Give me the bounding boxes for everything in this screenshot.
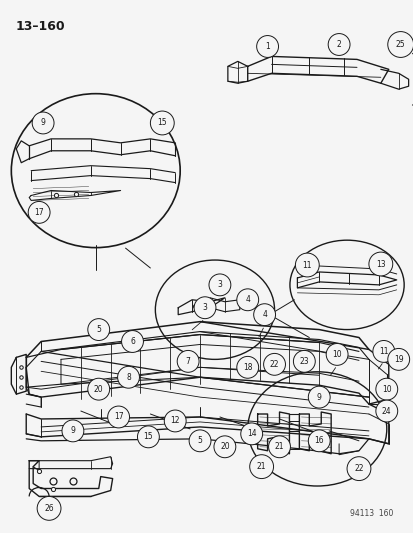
Circle shape [236,357,258,378]
Text: 13–160: 13–160 [15,20,65,33]
Text: 11: 11 [302,261,311,270]
Circle shape [121,330,143,352]
Circle shape [268,436,290,458]
Circle shape [107,406,129,428]
Circle shape [137,426,159,448]
Circle shape [177,350,199,372]
Text: 17: 17 [114,413,123,422]
Text: 21: 21 [274,442,284,451]
Circle shape [209,274,230,296]
Text: 6: 6 [130,337,135,346]
Circle shape [249,455,273,479]
Circle shape [346,457,370,481]
Circle shape [32,112,54,134]
Text: 15: 15 [143,432,153,441]
Text: 1: 1 [265,42,269,51]
Text: 13: 13 [375,260,385,269]
Text: 24: 24 [381,407,391,416]
Text: 26: 26 [44,504,54,513]
Circle shape [387,31,413,58]
Text: 22: 22 [354,464,363,473]
Text: 9: 9 [40,118,45,127]
Circle shape [253,304,275,326]
Circle shape [88,319,109,341]
Text: 14: 14 [246,430,256,438]
Circle shape [325,343,347,365]
Text: 5: 5 [197,437,202,446]
Text: 3: 3 [217,280,222,289]
Text: 16: 16 [313,437,323,446]
Text: 21: 21 [256,462,266,471]
Text: 23: 23 [299,357,309,366]
Circle shape [256,36,278,58]
Circle shape [328,34,349,55]
Circle shape [189,430,211,452]
Text: 22: 22 [269,360,279,369]
Circle shape [214,436,235,458]
Text: 19: 19 [393,355,403,364]
Text: 20: 20 [94,385,103,394]
Circle shape [372,341,394,362]
Text: 4: 4 [244,295,249,304]
Circle shape [164,410,186,432]
Text: 7: 7 [185,357,190,366]
Circle shape [308,430,330,452]
Text: 9: 9 [70,426,75,435]
Circle shape [308,386,330,408]
Circle shape [387,349,408,370]
Circle shape [117,366,139,388]
Circle shape [368,252,392,276]
Text: 25: 25 [395,40,404,49]
Circle shape [62,420,83,442]
Text: 3: 3 [202,303,207,312]
Circle shape [263,353,285,375]
Circle shape [375,400,397,422]
Text: 4: 4 [261,310,266,319]
Text: 11: 11 [378,347,388,356]
Text: 9: 9 [316,393,321,402]
Text: 12: 12 [170,416,180,425]
Text: 10: 10 [332,350,341,359]
Circle shape [240,423,262,445]
Text: 17: 17 [34,208,44,217]
Circle shape [295,253,318,277]
Circle shape [194,297,216,319]
Text: 18: 18 [242,363,252,372]
Text: 8: 8 [126,373,131,382]
Circle shape [375,378,397,400]
Circle shape [150,111,174,135]
Text: 94113  160: 94113 160 [349,510,393,518]
Circle shape [293,350,315,372]
Circle shape [236,289,258,311]
Circle shape [88,378,109,400]
Text: 10: 10 [381,385,391,394]
Text: 15: 15 [157,118,167,127]
Text: 5: 5 [96,325,101,334]
Circle shape [37,496,61,520]
Text: 20: 20 [220,442,229,451]
Text: 2: 2 [336,40,341,49]
Circle shape [28,201,50,223]
